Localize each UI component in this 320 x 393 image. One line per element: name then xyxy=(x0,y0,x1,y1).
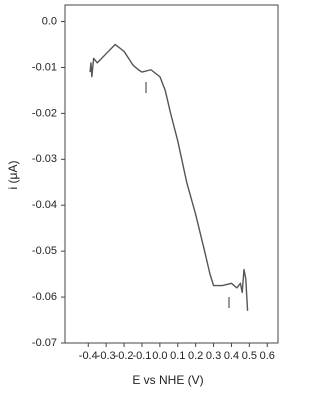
x-tick-label: 0.4 xyxy=(224,350,239,362)
y-tick-label: 0.0 xyxy=(42,15,57,27)
x-axis-label: E vs NHE (V) xyxy=(132,373,203,387)
x-tick-label: 0.0 xyxy=(152,350,167,362)
x-tick-label: 0.1 xyxy=(170,350,185,362)
chart: i (μA) E vs NHE (V) 0.0 -0.01 -0.02 -0.03 -0… xyxy=(6,4,279,387)
y-tick-label: -0.03 xyxy=(32,153,57,165)
y-tick-label: -0.05 xyxy=(32,245,57,257)
plot-frame xyxy=(64,4,279,344)
y-tick-label: -0.04 xyxy=(32,199,57,211)
y-axis-label: i (μA) xyxy=(6,161,20,190)
y-tick-label: -0.02 xyxy=(32,107,57,119)
x-tick-label: -0.4 xyxy=(79,350,98,362)
x-tick-label: 0.2 xyxy=(188,350,203,362)
x-tick-label: -0.2 xyxy=(115,350,134,362)
x-tick-label: 0.3 xyxy=(206,350,221,362)
x-tick-label: -0.1 xyxy=(132,350,151,362)
y-tick-label: -0.01 xyxy=(32,61,57,73)
y-tick-label: -0.06 xyxy=(32,291,57,303)
x-tick-label: -0.3 xyxy=(97,350,116,362)
y-tick-label: -0.07 xyxy=(32,337,57,349)
data-line xyxy=(89,43,249,311)
x-tick-label: 0.5 xyxy=(242,350,257,362)
x-tick-label: 0.6 xyxy=(260,350,275,362)
